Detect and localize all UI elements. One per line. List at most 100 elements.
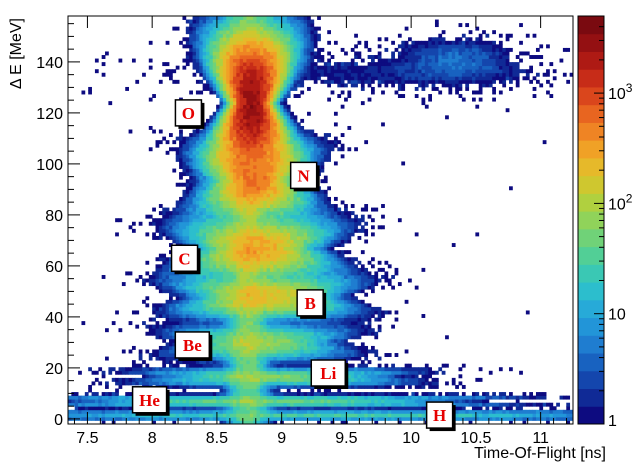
heatmap-cell [189, 374, 193, 379]
heatmap-cell [195, 133, 200, 138]
heatmap-cell [222, 79, 227, 84]
heatmap-cell [216, 90, 220, 95]
heatmap-cell [280, 104, 284, 109]
heatmap-cell [202, 243, 207, 248]
heatmap-cell [219, 296, 224, 301]
heatmap-cell [202, 129, 207, 134]
heatmap-cell [293, 207, 298, 212]
heatmap-cell [239, 292, 244, 297]
heatmap-cell [165, 384, 170, 389]
heatmap-cell [293, 200, 298, 205]
heatmap-cell [243, 175, 247, 180]
heatmap-cell [172, 345, 177, 350]
heatmap-cell [259, 40, 264, 45]
heatmap-cell [236, 260, 241, 265]
heatmap-cell [199, 193, 204, 198]
heatmap-cell [226, 271, 230, 276]
heatmap-cell [212, 271, 217, 276]
heatmap-cell [236, 349, 241, 354]
heatmap-cell [307, 239, 311, 244]
heatmap-cell [232, 370, 237, 375]
heatmap-cell [175, 228, 180, 233]
heatmap-cell [290, 140, 294, 145]
heatmap-cell [226, 122, 230, 127]
heatmap-cell [236, 232, 241, 237]
heatmap-cell [246, 111, 251, 116]
heatmap-cell [246, 76, 251, 81]
heatmap-cell [115, 409, 119, 414]
heatmap-cell [270, 335, 274, 340]
heatmap-cell [206, 399, 210, 404]
heatmap-cell [283, 193, 288, 198]
heatmap-cell [232, 356, 237, 361]
heatmap-cell [232, 196, 237, 201]
heatmap-cell [259, 86, 264, 91]
heatmap-cell [239, 260, 244, 265]
heatmap-cell [226, 83, 230, 88]
heatmap-cell [81, 399, 86, 404]
heatmap-cell [169, 211, 173, 216]
heatmap-cell [232, 353, 237, 357]
heatmap-cell [293, 324, 298, 329]
heatmap-cell [259, 214, 264, 219]
heatmap-cell [273, 179, 278, 184]
heatmap-cell [232, 30, 237, 35]
heatmap-cell [253, 381, 257, 386]
heatmap-cell [202, 303, 207, 308]
heatmap-cell [290, 392, 294, 397]
heatmap-cell [199, 33, 204, 38]
heatmap-cell [276, 104, 281, 109]
heatmap-cell [270, 356, 274, 361]
heatmap-cell [216, 335, 220, 340]
heatmap-cell [182, 211, 187, 216]
heatmap-cell [239, 342, 244, 347]
heatmap-cell [300, 129, 305, 134]
heatmap-cell [266, 221, 271, 226]
heatmap-cell [286, 409, 291, 414]
heatmap-cell [209, 267, 214, 272]
heatmap-cell [212, 331, 217, 336]
heatmap-cell [155, 278, 160, 283]
heatmap-cell [236, 79, 241, 84]
heatmap-cell [216, 402, 220, 407]
heatmap-cell [232, 204, 237, 208]
heatmap-cell [232, 186, 237, 191]
heatmap-cell [195, 377, 200, 382]
heatmap-cell [246, 388, 251, 393]
heatmap-cell [199, 65, 204, 70]
heatmap-cell [253, 250, 257, 255]
heatmap-cell [74, 413, 79, 418]
heatmap-cell [219, 314, 224, 318]
heatmap-cell [229, 200, 234, 205]
heatmap-cell [249, 200, 254, 205]
heatmap-cell [195, 406, 200, 411]
heatmap-cell [199, 370, 204, 375]
heatmap-cell [273, 416, 278, 421]
heatmap-cell [219, 204, 224, 208]
heatmap-cell [276, 360, 281, 365]
heatmap-cell [293, 94, 298, 98]
heatmap-cell [71, 392, 76, 397]
heatmap-cell [286, 416, 291, 421]
heatmap-cell [179, 196, 183, 201]
heatmap-cell [276, 239, 281, 244]
heatmap-cell [148, 214, 153, 219]
heatmap-cell [115, 388, 119, 393]
heatmap-cell [286, 285, 291, 290]
heatmap-cell [293, 232, 298, 237]
heatmap-cell [293, 399, 298, 404]
heatmap-cell [273, 296, 278, 301]
heatmap-cell [229, 207, 234, 212]
heatmap-cell [189, 317, 193, 322]
heatmap-cell [280, 140, 284, 145]
heatmap-cell [280, 317, 284, 322]
heatmap-cell [266, 310, 271, 315]
heatmap-cell [276, 406, 281, 411]
heatmap-cell [229, 338, 234, 343]
heatmap-cell [185, 296, 190, 301]
heatmap-cell [296, 328, 301, 333]
heatmap-cell [226, 317, 230, 322]
heatmap-cell [195, 51, 200, 56]
heatmap-cell [219, 175, 224, 180]
heatmap-cell [273, 104, 278, 109]
